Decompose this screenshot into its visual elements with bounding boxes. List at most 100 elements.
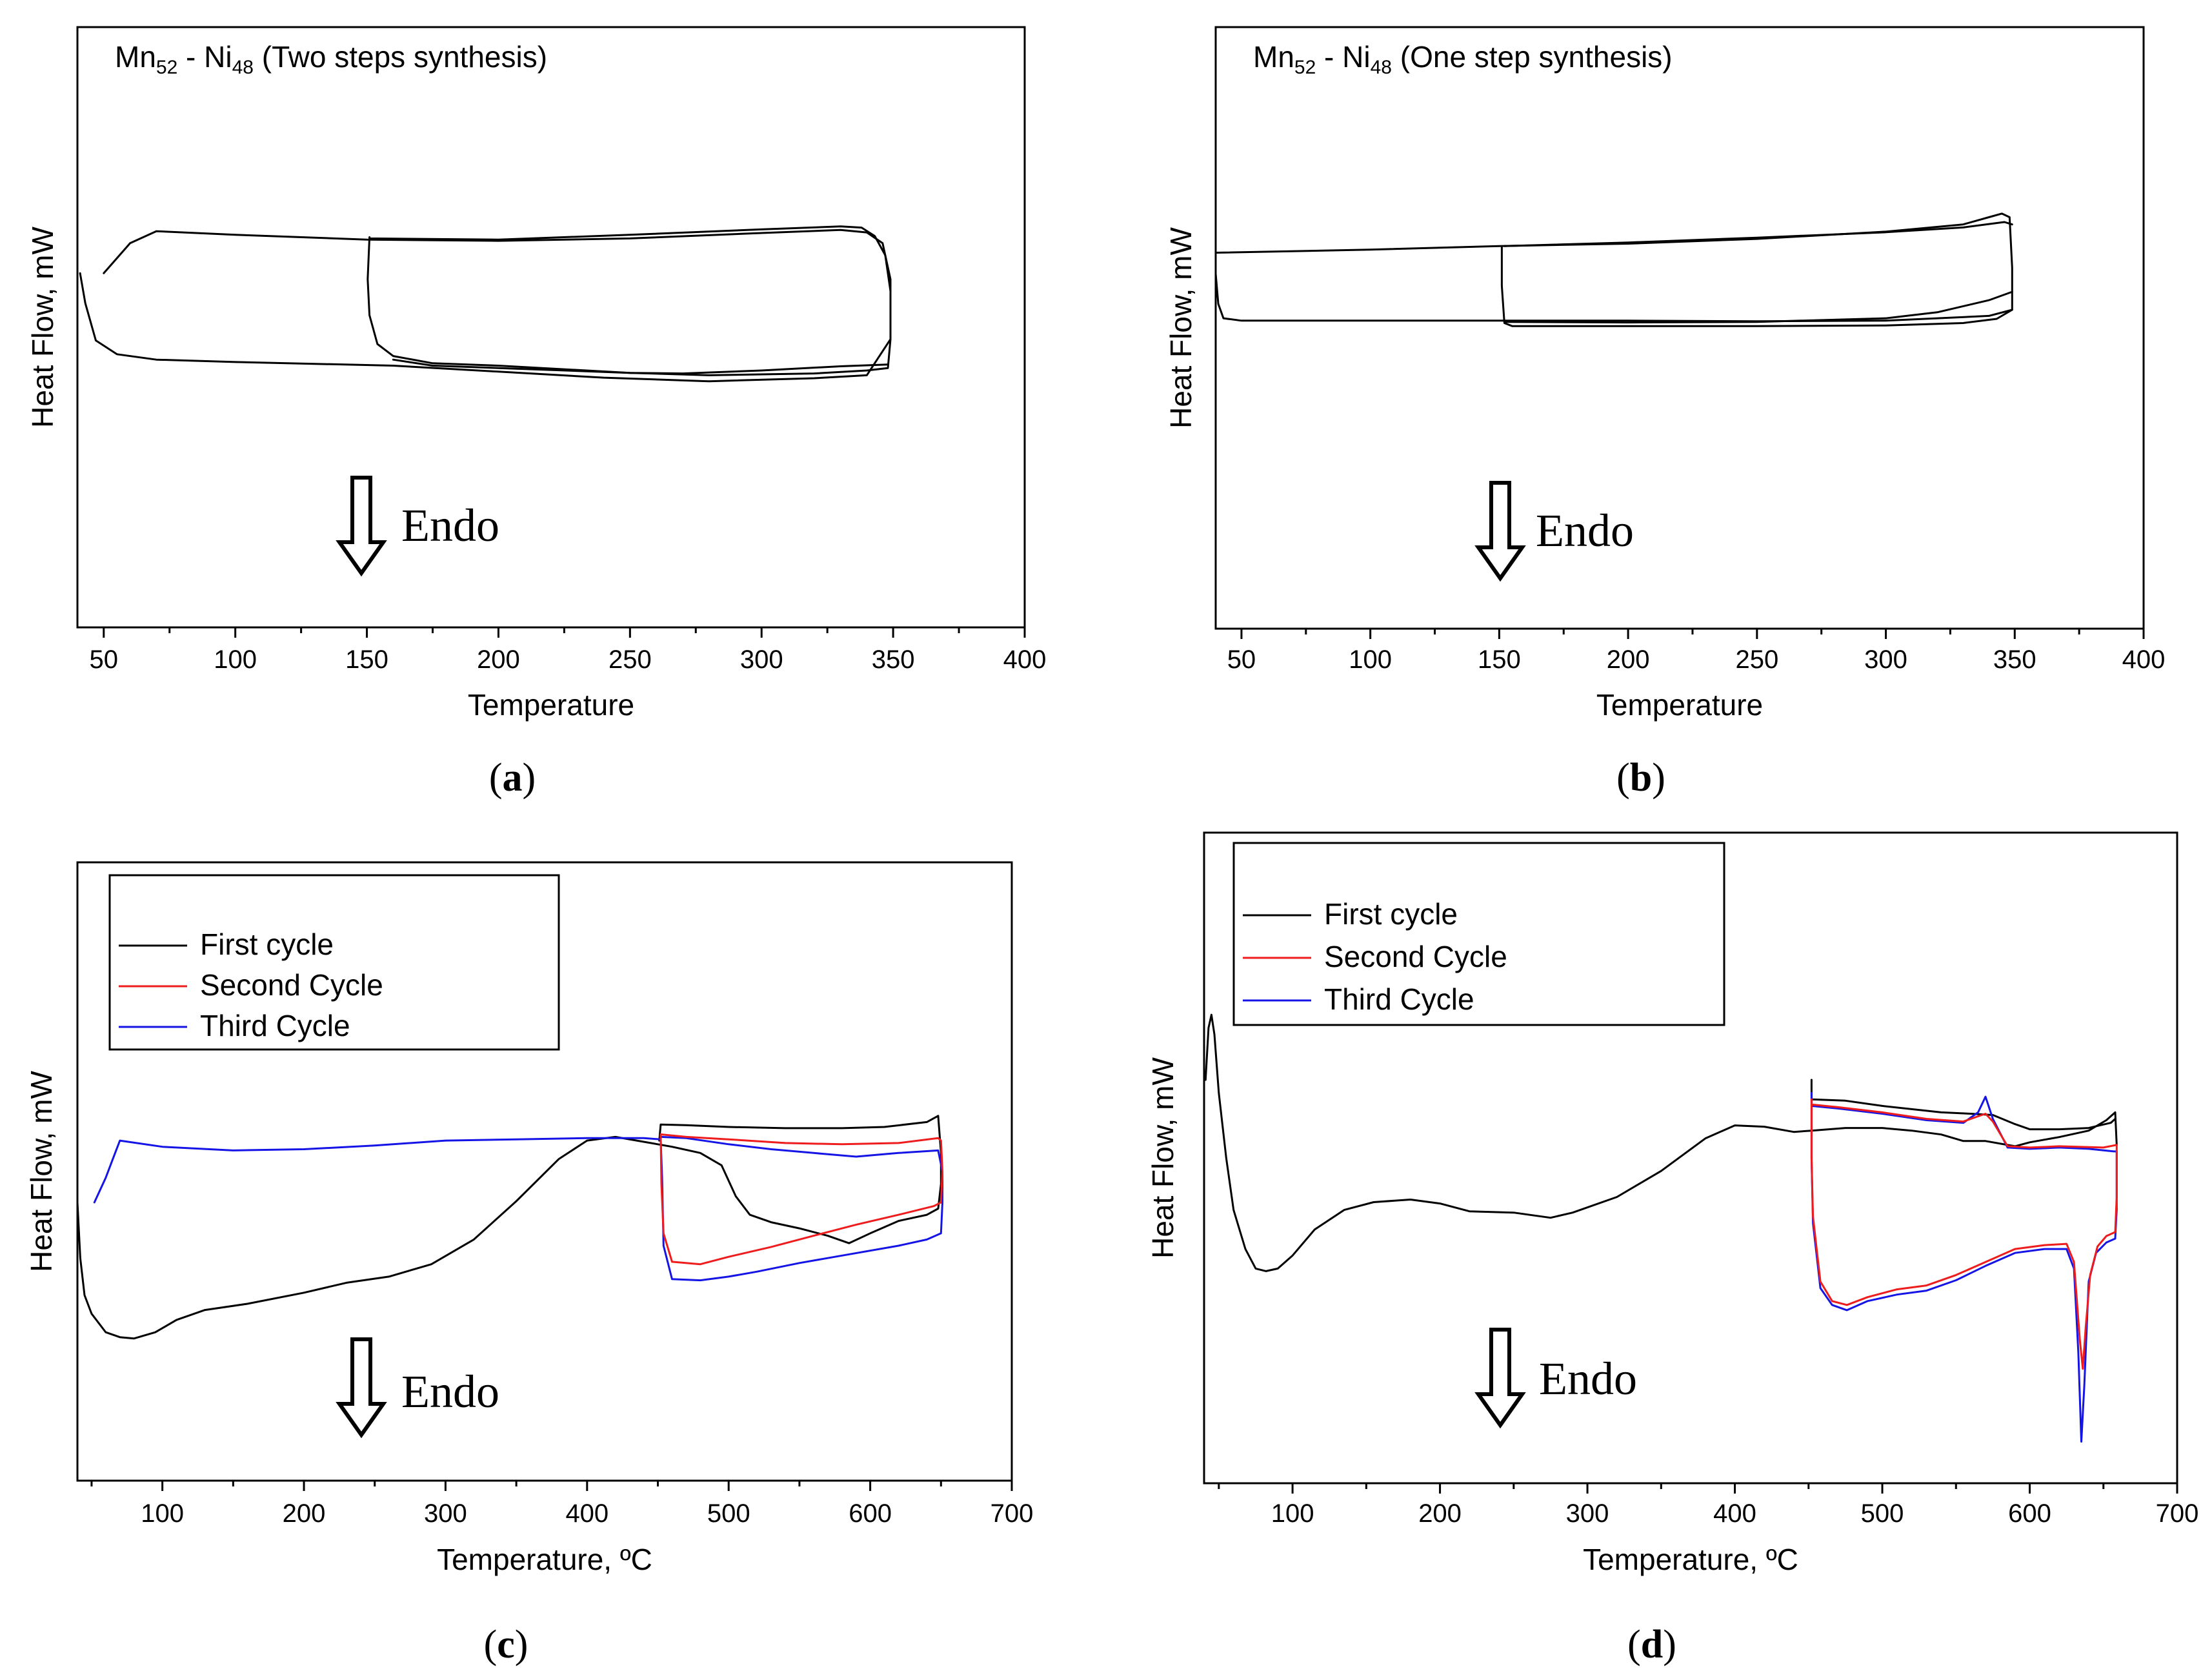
x-axis-title: Temperature — [1596, 688, 1763, 722]
panel-label: (d) — [1627, 1623, 1676, 1667]
chart-panel-a: 50 100 150 200 250 300 350 400 Temperature Heat F… — [26, 26, 1047, 800]
x-axis-title: Temperature, ºC — [1583, 1543, 1798, 1576]
legend-box — [108, 874, 560, 1051]
x-tick-label: 150 — [345, 645, 388, 674]
series-line-c-2 — [93, 1135, 943, 1282]
x-tick-label: 200 — [1418, 1499, 1462, 1528]
x-tick-label: 50 — [90, 645, 119, 674]
x-tick-label: 200 — [1607, 645, 1650, 674]
chart-title: Mn52 - Ni48 (One step synthesis) — [1253, 40, 1673, 78]
series-line-b-3 — [1216, 272, 2013, 323]
legend-label-3: Third Cycle — [1324, 982, 1474, 1016]
legend-label-2: Second Cycle — [200, 968, 383, 1002]
x-tick-label: 400 — [1003, 645, 1047, 674]
series-line-c-3 — [659, 1133, 943, 1266]
chart-panel-d: 100 200 300 400 500 600 700 Temperature, ºC Heat… — [1146, 831, 2199, 1667]
x-tick-label: 300 — [1566, 1499, 1609, 1528]
series-line-d-2 — [1810, 1079, 2116, 1131]
legend: First cycle Second Cycle Third Cycle — [108, 874, 560, 1051]
chart-title-subscript-1: 52 — [156, 57, 177, 78]
panel-label-letter: c — [497, 1623, 515, 1667]
x-tick-label: 100 — [214, 645, 257, 674]
series-line-d-3 — [1810, 1091, 2118, 1443]
legend-label-3: Third Cycle — [200, 1009, 350, 1042]
endo-label: Endo — [1539, 1353, 1637, 1404]
x-tick-label: 500 — [707, 1499, 750, 1528]
x-tick-label: 200 — [283, 1499, 326, 1528]
x-axis-title: Temperature, ºC — [437, 1543, 652, 1576]
series-group — [1216, 212, 2013, 327]
endo-label: Endo — [401, 500, 499, 551]
x-tick-label: 600 — [849, 1499, 892, 1528]
chart-title-subscript-2: 48 — [1371, 57, 1392, 78]
legend-label-2: Second Cycle — [1324, 940, 1507, 973]
x-tick-label: 600 — [2008, 1499, 2051, 1528]
legend-box — [1232, 842, 1725, 1026]
chart-title-element-1: Mn — [1253, 40, 1294, 74]
panel-label-letter: d — [1641, 1623, 1663, 1667]
panel-label: (a) — [489, 756, 536, 800]
legend: First cycle Second Cycle Third Cycle — [1232, 842, 1725, 1026]
x-tick-label: 350 — [1993, 645, 2036, 674]
chart-title-element-1: Mn — [115, 40, 156, 74]
series-line-b-1 — [1216, 212, 2013, 327]
x-tick-label: 100 — [1349, 645, 1392, 674]
x-tick-label: 700 — [990, 1499, 1034, 1528]
series-line-b-2 — [1503, 290, 2013, 324]
series-group — [79, 225, 892, 383]
x-tick-label: 300 — [1864, 645, 1907, 674]
x-tick-label: 700 — [2156, 1499, 2199, 1528]
x-tick-label: 100 — [141, 1499, 184, 1528]
endo-label: Endo — [401, 1366, 499, 1417]
chart-title-rest: (Two steps synthesis) — [254, 40, 547, 74]
x-tick-label: 150 — [1478, 645, 1521, 674]
endo-arrow-down-icon — [1474, 1328, 1526, 1429]
x-tick-label: 100 — [1271, 1499, 1314, 1528]
series-line-c-1 — [77, 1115, 942, 1340]
endo-arrow-down-icon — [1474, 481, 1526, 582]
chart-title-subscript-1: 52 — [1294, 57, 1316, 78]
series-line-d-4 — [1810, 1098, 2118, 1370]
series-group — [77, 1115, 943, 1340]
chart-title-element-2: - Ni — [177, 40, 232, 74]
endo-label: Endo — [1536, 505, 1634, 556]
x-tick-label: 400 — [1713, 1499, 1756, 1528]
chart-panel-c: 100 200 300 400 500 600 700 Temperature, ºC Heat… — [25, 861, 1034, 1667]
chart-title-subscript-2: 48 — [232, 57, 254, 78]
x-tick-label: 350 — [872, 645, 915, 674]
x-tick-label: 250 — [1735, 645, 1778, 674]
panel-label: (b) — [1616, 756, 1665, 800]
x-tick-label: 300 — [424, 1499, 467, 1528]
x-axis-title: Temperature — [468, 688, 634, 722]
plot-frame — [1203, 831, 2178, 1485]
series-group — [1204, 1013, 2118, 1443]
y-axis-title: Heat Flow, mW — [25, 1071, 58, 1272]
series-line-a-1 — [79, 228, 892, 383]
panel-label-letter: a — [503, 756, 523, 800]
x-tick-label: 250 — [608, 645, 652, 674]
x-tick-label: 50 — [1227, 645, 1256, 674]
plot-frame — [76, 861, 1013, 1482]
y-axis-title: Heat Flow, mW — [26, 227, 59, 428]
chart-title-rest: (One step synthesis) — [1392, 40, 1673, 74]
x-tick-label: 300 — [740, 645, 783, 674]
panel-label: (c) — [484, 1623, 528, 1667]
series-line-a-2 — [367, 225, 892, 376]
series-line-d-1 — [1204, 1013, 2118, 1272]
x-tick-label: 400 — [565, 1499, 608, 1528]
x-tick-label: 400 — [2122, 645, 2166, 674]
y-axis-title: Heat Flow, mW — [1146, 1057, 1180, 1259]
plot-frame — [76, 26, 1026, 629]
endo-arrow-down-icon — [336, 1337, 387, 1439]
panel-label-letter: b — [1630, 756, 1652, 800]
chart-title: Mn52 - Ni48 (Two steps synthesis) — [115, 40, 547, 78]
series-line-a-3 — [392, 358, 889, 375]
y-axis-title: Heat Flow, mW — [1164, 227, 1198, 429]
plot-frame — [1214, 26, 2145, 630]
legend-label-1: First cycle — [1324, 897, 1458, 931]
legend-label-1: First cycle — [200, 928, 334, 961]
x-tick-label: 200 — [477, 645, 520, 674]
chart-panel-b: 50 100 150 200 250 300 350 400 Temperature Heat F… — [1164, 26, 2166, 800]
